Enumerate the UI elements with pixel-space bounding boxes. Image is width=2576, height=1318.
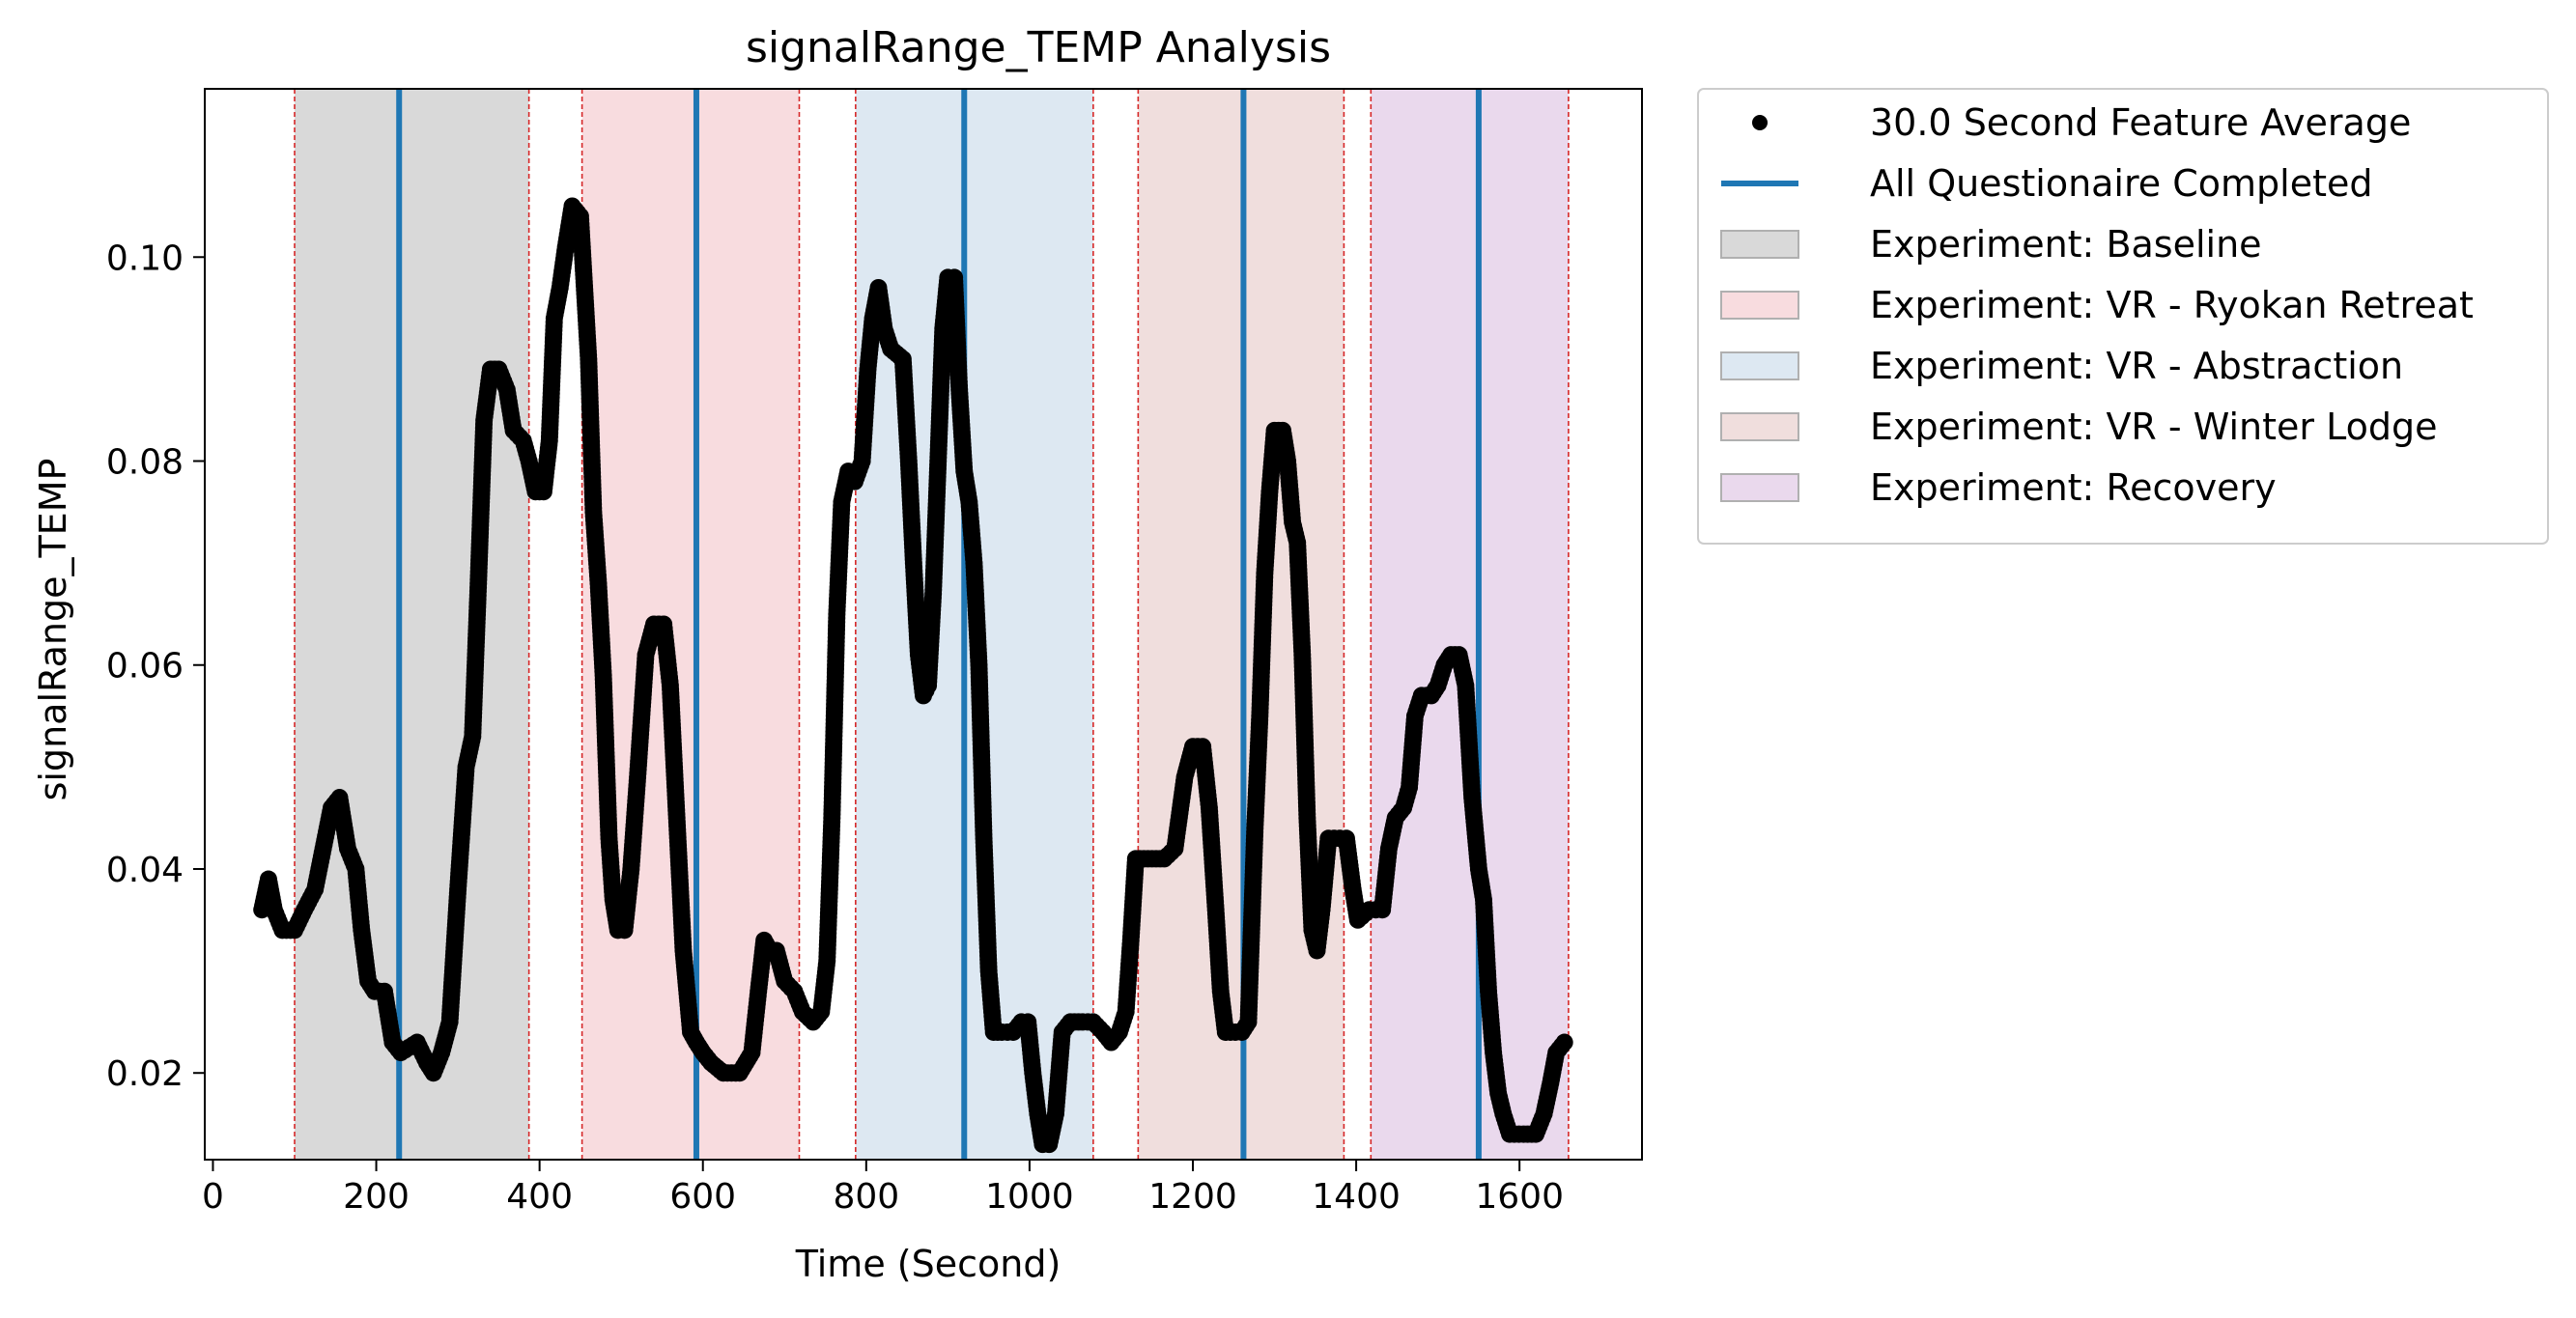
legend-marker-patch bbox=[1720, 351, 1799, 380]
legend-marker-patch bbox=[1720, 412, 1799, 441]
region-0 bbox=[295, 89, 529, 1160]
legend-label: Experiment: Recovery bbox=[1870, 466, 2277, 509]
legend: 30.0 Second Feature Average All Questiona… bbox=[1697, 88, 2549, 545]
legend-marker-patch bbox=[1720, 291, 1799, 320]
region-4 bbox=[1371, 89, 1569, 1160]
y-tick-label: 0.04 bbox=[106, 851, 184, 890]
y-tick-label: 0.10 bbox=[106, 238, 184, 278]
y-tick-label: 0.08 bbox=[106, 443, 184, 483]
x-tick-label: 0 bbox=[202, 1177, 224, 1217]
legend-label: Experiment: VR - Abstraction bbox=[1870, 345, 2403, 387]
x-tick-label: 1000 bbox=[985, 1177, 1074, 1217]
x-tick-label: 200 bbox=[343, 1177, 410, 1217]
data-point bbox=[1555, 1033, 1573, 1052]
legend-label: 30.0 Second Feature Average bbox=[1870, 101, 2411, 144]
series-points bbox=[253, 197, 1573, 1154]
plot-area: 0 200 400 600 800 1000 1200 1400 1600 0.02 0.04 0.0… bbox=[106, 88, 1643, 1217]
legend-label: Experiment: Baseline bbox=[1870, 223, 2262, 266]
legend-label: Experiment: VR - Winter Lodge bbox=[1870, 406, 2437, 448]
x-axis-label: Time (Second) bbox=[795, 1243, 1062, 1285]
y-tick-label: 0.02 bbox=[106, 1054, 184, 1094]
legend-label: All Questionaire Completed bbox=[1870, 162, 2373, 205]
legend-label: Experiment: VR - Ryokan Retreat bbox=[1870, 284, 2474, 326]
legend-marker-patch bbox=[1720, 230, 1799, 259]
legend-marker-dot bbox=[1752, 115, 1768, 130]
x-tick-label: 1200 bbox=[1148, 1177, 1237, 1217]
y-tick-label: 0.06 bbox=[106, 647, 184, 687]
x-tick-label: 800 bbox=[833, 1177, 899, 1217]
legend-marker-patch bbox=[1720, 473, 1799, 502]
chart-title: signalRange_TEMP Analysis bbox=[746, 23, 1331, 72]
x-tick-label: 600 bbox=[669, 1177, 736, 1217]
legend-box bbox=[1697, 88, 2549, 545]
x-tick-label: 1400 bbox=[1312, 1177, 1401, 1217]
y-axis-label: signalRange_TEMP bbox=[32, 459, 74, 801]
x-tick-label: 400 bbox=[506, 1177, 573, 1217]
x-tick-label: 1600 bbox=[1475, 1177, 1564, 1217]
plot-frame bbox=[204, 88, 1643, 1161]
